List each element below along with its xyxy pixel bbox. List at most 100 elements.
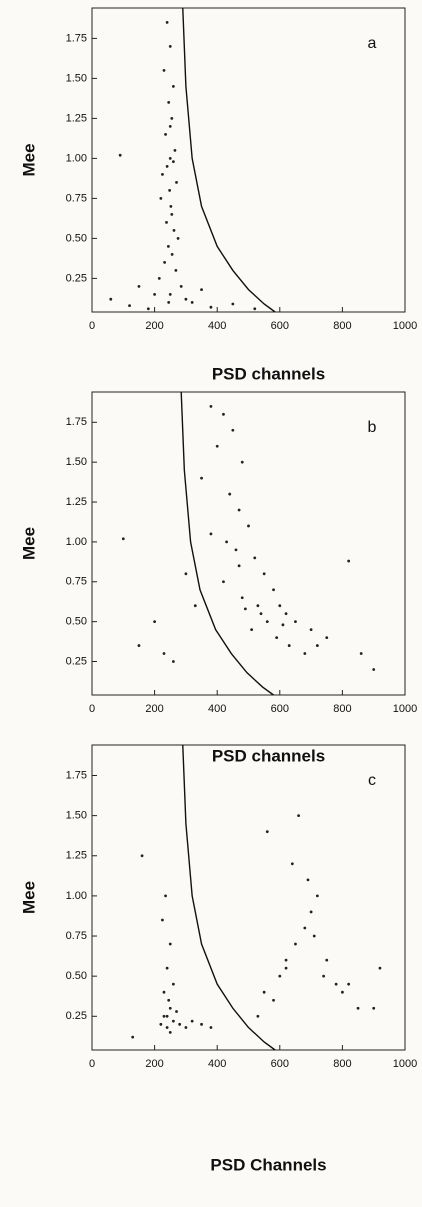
y-axis-label: Mee: [19, 143, 38, 176]
point: [193, 604, 197, 608]
plot-frame: [91, 391, 406, 696]
point: [256, 604, 260, 608]
point: [131, 1035, 135, 1039]
point: [163, 261, 167, 264]
point: [184, 297, 188, 301]
point: [167, 301, 171, 304]
point: [170, 213, 174, 216]
point: [209, 532, 213, 536]
point: [200, 288, 203, 291]
y-tick-label: 1.25: [66, 496, 87, 508]
x-tick-label: 0: [89, 320, 95, 332]
point: [278, 974, 282, 978]
point: [237, 564, 241, 568]
point: [173, 149, 177, 152]
point: [165, 1026, 169, 1029]
point: [162, 1014, 166, 1018]
point: [172, 229, 176, 232]
x-tick-label: 600: [271, 703, 289, 715]
point: [171, 85, 175, 88]
point: [168, 189, 172, 192]
point: [253, 556, 257, 560]
y-tick-label: 0.50: [66, 970, 87, 982]
point: [159, 1022, 163, 1026]
x-tick-label: 200: [145, 703, 163, 715]
point: [128, 304, 131, 307]
point: [312, 934, 316, 938]
point: [290, 862, 294, 866]
y-tick-label: 1.25: [66, 112, 87, 124]
point: [175, 181, 178, 184]
panel-label: a: [368, 35, 377, 52]
point: [272, 588, 275, 592]
point: [176, 237, 180, 240]
point: [184, 572, 188, 576]
y-tick-label: 1.75: [66, 769, 87, 781]
point: [322, 974, 326, 978]
y-tick-label: 0.75: [66, 930, 87, 942]
point: [259, 612, 263, 616]
point: [168, 45, 172, 48]
point: [356, 1006, 360, 1010]
point: [359, 652, 363, 655]
point: [265, 620, 269, 624]
plot-frame: [91, 744, 406, 1051]
point: [137, 285, 141, 288]
point: [170, 253, 174, 256]
point: [200, 476, 203, 480]
point: [162, 652, 166, 655]
point: [184, 1026, 188, 1029]
boundary-curve: [182, 744, 276, 1051]
x-tick-label: 600: [271, 320, 289, 332]
point: [253, 307, 257, 311]
y-tick-label: 1.75: [66, 416, 87, 428]
y-tick-label: 0.25: [66, 272, 87, 284]
x-tick-label: 400: [208, 320, 226, 332]
point: [190, 301, 194, 304]
point: [303, 926, 307, 930]
point: [109, 297, 113, 301]
point: [306, 878, 310, 882]
point: [168, 157, 172, 160]
point: [347, 559, 351, 563]
point: [171, 660, 175, 663]
point: [179, 285, 183, 288]
point: [347, 982, 351, 986]
point: [372, 1006, 376, 1010]
x-tick-label: 200: [145, 320, 163, 332]
point: [168, 125, 172, 128]
point: [240, 596, 244, 600]
point: [378, 966, 382, 970]
point: [265, 830, 269, 834]
point: [303, 652, 307, 655]
point: [168, 942, 172, 946]
x-axis-label: PSD Channels: [210, 1155, 326, 1174]
point: [262, 572, 266, 576]
point: [167, 101, 171, 104]
boundary-curve: [182, 7, 276, 313]
point: [162, 990, 166, 994]
y-tick-label: 0.50: [66, 232, 87, 244]
x-tick-label: 200: [145, 1058, 163, 1070]
point: [262, 990, 266, 994]
x-tick-label: 400: [208, 1058, 226, 1070]
point: [159, 197, 163, 200]
x-tick-label: 400: [208, 703, 226, 715]
point: [294, 620, 297, 624]
point: [168, 293, 172, 296]
point: [174, 269, 178, 272]
point: [165, 221, 168, 224]
point: [284, 958, 288, 962]
point: [165, 165, 169, 168]
point: [315, 894, 319, 898]
point: [165, 1014, 169, 1018]
y-tick-label: 0.25: [66, 1010, 87, 1022]
point: [215, 444, 219, 448]
point: [281, 623, 285, 627]
x-tick-label: 1000: [393, 1058, 417, 1070]
point: [167, 998, 171, 1002]
y-tick-label: 1.00: [66, 536, 87, 548]
y-tick-label: 0.50: [66, 616, 87, 628]
point: [165, 966, 169, 970]
